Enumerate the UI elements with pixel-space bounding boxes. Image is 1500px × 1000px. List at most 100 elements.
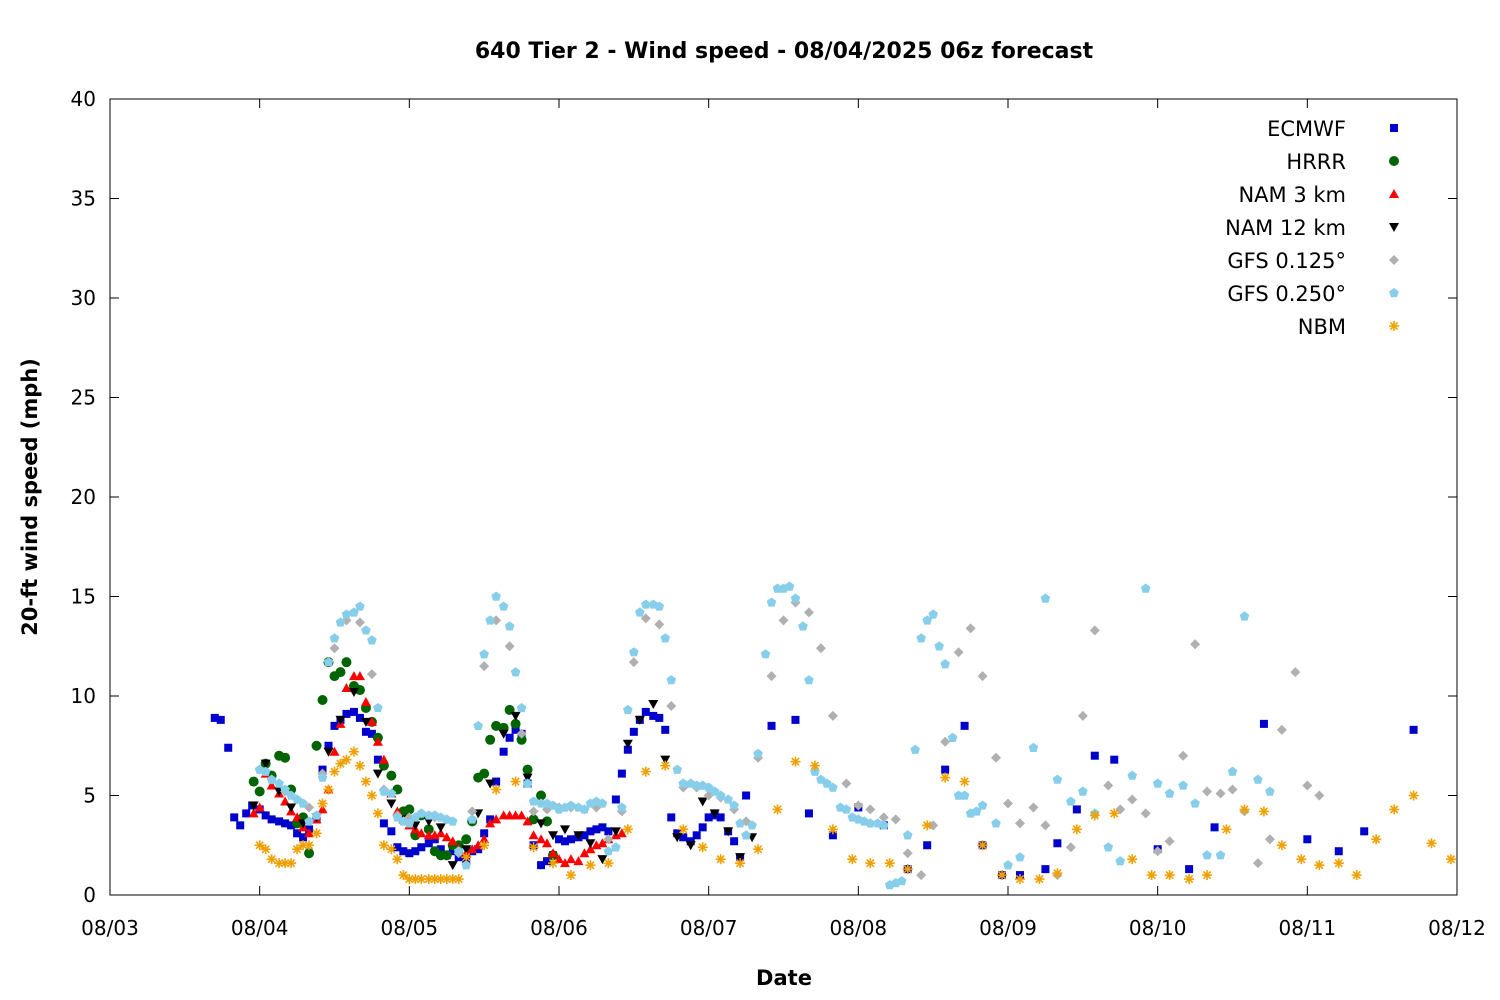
data-point: [1115, 856, 1126, 866]
x-tick-label: 08/11: [1279, 916, 1337, 940]
legend-marker: [1389, 189, 1399, 198]
data-point: [1202, 870, 1213, 881]
data-point: [1202, 850, 1212, 860]
data-point: [735, 858, 746, 869]
data-point: [491, 784, 502, 795]
x-tick-label: 08/03: [81, 916, 139, 940]
data-point: [1109, 808, 1120, 819]
data-point: [499, 747, 508, 756]
data-point: [479, 840, 490, 851]
data-point: [666, 700, 677, 711]
data-point: [772, 804, 783, 815]
data-point: [766, 671, 777, 682]
data-point: [1178, 750, 1189, 761]
data-point: [348, 746, 359, 757]
data-point: [1190, 798, 1200, 808]
data-point: [254, 786, 265, 797]
data-point: [435, 823, 446, 833]
data-point: [485, 734, 496, 745]
data-point: [311, 828, 322, 839]
data-point: [804, 809, 813, 818]
data-point: [622, 824, 633, 835]
data-point: [387, 827, 396, 836]
data-point: [965, 623, 976, 634]
data-point: [1371, 834, 1382, 845]
data-point: [522, 764, 533, 775]
data-point: [1239, 611, 1250, 621]
legend-label: NBM: [1298, 315, 1346, 339]
data-point: [753, 748, 763, 758]
y-tick-label: 30: [71, 286, 96, 310]
data-point: [959, 790, 970, 800]
x-tick-label: 08/04: [231, 916, 289, 940]
data-point: [766, 597, 777, 607]
data-point: [311, 740, 322, 751]
data-point: [1071, 824, 1082, 835]
data-point: [1290, 667, 1301, 678]
data-point: [947, 732, 958, 742]
data-point: [505, 733, 514, 742]
data-point: [1276, 840, 1287, 851]
data-point: [635, 607, 645, 617]
data-point: [623, 704, 633, 715]
data-point: [617, 769, 626, 778]
data-point: [416, 808, 427, 818]
data-point: [565, 854, 576, 864]
data-point: [660, 633, 671, 643]
data-point: [317, 694, 328, 705]
data-point: [890, 814, 901, 825]
data-point: [715, 854, 726, 865]
data-point: [1215, 850, 1226, 860]
data-point: [435, 874, 446, 885]
data-point: [784, 581, 795, 591]
data-point: [317, 798, 328, 809]
legend-marker: [1389, 255, 1399, 265]
data-point: [1184, 874, 1195, 885]
data-point: [1152, 778, 1163, 788]
data-point: [286, 803, 297, 813]
data-point: [940, 772, 951, 783]
legend-marker: [1390, 124, 1398, 132]
data-point: [1314, 790, 1325, 801]
data-point: [611, 795, 620, 804]
data-point: [1314, 860, 1325, 871]
data-point: [528, 830, 539, 840]
data-point: [896, 876, 907, 886]
data-point: [629, 647, 639, 657]
data-point: [928, 609, 938, 619]
data-point: [798, 621, 808, 631]
data-point: [678, 824, 689, 835]
data-point: [1389, 804, 1400, 815]
series-nbm: [254, 746, 1457, 885]
data-point: [447, 861, 458, 871]
data-point: [1140, 583, 1151, 593]
y-tick-label: 40: [71, 87, 96, 111]
data-point: [791, 715, 800, 724]
data-point: [790, 756, 801, 767]
data-point: [640, 766, 651, 777]
data-point: [516, 702, 527, 713]
data-point: [660, 760, 671, 771]
data-point: [648, 699, 659, 709]
data-point: [1127, 770, 1138, 780]
data-point: [1258, 806, 1269, 817]
data-point: [354, 617, 365, 628]
data-point: [685, 841, 696, 851]
data-point: [991, 818, 1001, 828]
data-point: [1334, 847, 1343, 856]
data-point: [1146, 870, 1157, 881]
data-point: [847, 854, 858, 865]
data-point: [453, 874, 464, 885]
data-point: [1053, 839, 1062, 848]
data-point: [1028, 742, 1039, 752]
data-point: [479, 649, 489, 659]
data-point: [977, 800, 988, 810]
legend-marker: [1389, 288, 1399, 298]
data-point: [355, 601, 365, 611]
data-point: [304, 840, 315, 851]
data-point: [827, 824, 838, 835]
data-point: [242, 809, 251, 818]
data-point: [1127, 854, 1138, 865]
data-point: [1333, 858, 1344, 869]
